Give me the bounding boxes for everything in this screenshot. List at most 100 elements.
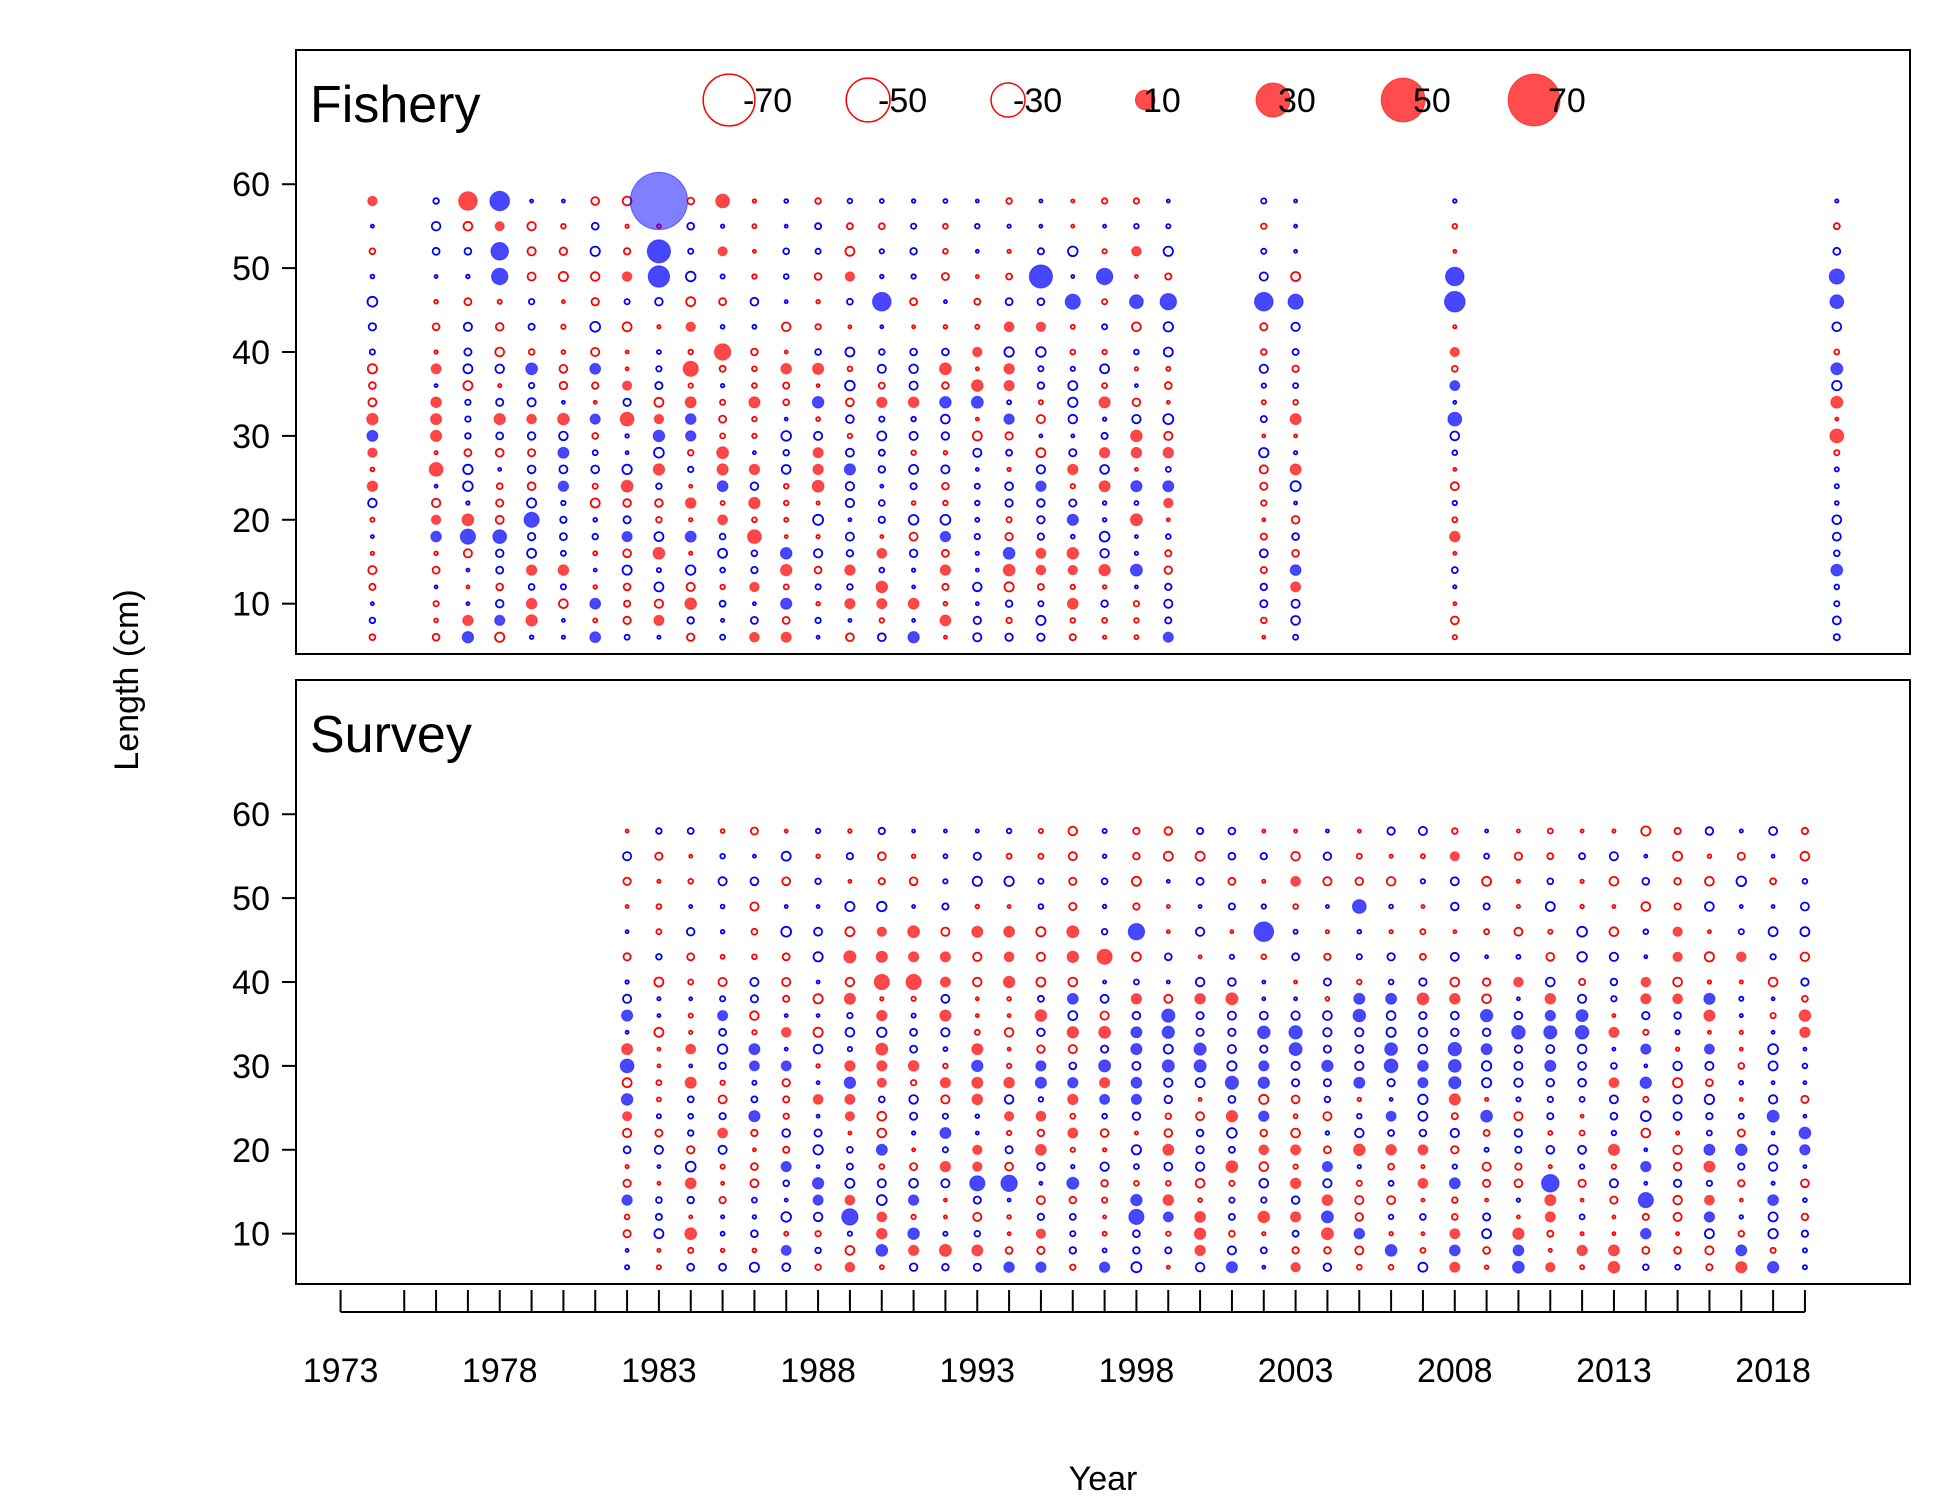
residual-bubble (1035, 951, 1046, 962)
residual-bubble (1448, 1244, 1461, 1257)
residual-bubble (780, 1161, 792, 1173)
residual-bubble (462, 463, 474, 475)
residual-bubble (939, 614, 952, 627)
residual-bubble (1130, 429, 1143, 443)
residual-bubble (1611, 828, 1617, 834)
residual-bubble (749, 876, 760, 887)
residual-bubble (1101, 197, 1109, 205)
residual-bubble (972, 951, 983, 962)
residual-bubble (1798, 1009, 1812, 1022)
residual-bubble (1004, 498, 1014, 508)
residual-bubble (369, 601, 375, 607)
residual-bubble (1513, 1061, 1524, 1071)
residual-bubble (1036, 632, 1046, 642)
residual-bubble (942, 1230, 949, 1237)
residual-bubble (1640, 901, 1652, 912)
residual-bubble (1068, 1195, 1077, 1205)
residual-bubble (1546, 877, 1555, 886)
residual-bubble (1576, 925, 1588, 938)
residual-bubble (1545, 1044, 1556, 1054)
residual-bubble (1035, 926, 1047, 938)
residual-bubble (622, 397, 632, 407)
residual-bubble (847, 324, 853, 330)
residual-bubble (1418, 977, 1428, 987)
residual-bubble (782, 1145, 791, 1154)
residual-bubble (749, 481, 760, 491)
residual-bubble (1100, 1179, 1109, 1188)
residual-bubble (1004, 531, 1014, 542)
residual-bubble (941, 1146, 949, 1154)
residual-bubble (1006, 996, 1012, 1002)
residual-bubble (1705, 1112, 1714, 1121)
residual-bubble (1229, 929, 1235, 935)
residual-bubble (1194, 976, 1206, 988)
residual-bubble (1165, 1180, 1172, 1187)
residual-bubble (1005, 1062, 1013, 1070)
residual-bubble (1194, 1244, 1206, 1257)
residual-bubble (780, 1060, 792, 1072)
residual-bubble (1450, 1112, 1459, 1121)
residual-bubble (1737, 1162, 1746, 1171)
residual-bubble (1673, 827, 1682, 836)
residual-bubble (1290, 271, 1301, 282)
residual-bubble (1322, 1111, 1333, 1122)
residual-bubble (1163, 1161, 1174, 1172)
residual-bubble (558, 430, 569, 442)
residual-bubble (621, 531, 633, 543)
residual-bubble (653, 531, 665, 542)
residual-bubble (909, 482, 918, 491)
residual-bubble (812, 447, 824, 459)
residual-bubble (1003, 1094, 1015, 1105)
residual-bubble (1323, 1145, 1332, 1155)
residual-bubble (1800, 1178, 1810, 1189)
residual-bubble (1445, 266, 1465, 287)
residual-bubble (1036, 297, 1046, 307)
residual-bubble (1770, 904, 1776, 909)
residual-bubble (811, 396, 825, 409)
residual-bubble (782, 994, 791, 1003)
residual-bubble (1451, 499, 1458, 507)
residual-bubble (1325, 904, 1330, 909)
residual-bubble (1290, 1211, 1302, 1223)
residual-bubble (624, 929, 630, 935)
residual-bubble (974, 248, 980, 254)
residual-bubble (1449, 1261, 1461, 1273)
residual-bubble (494, 363, 505, 375)
residual-bubble (1067, 1010, 1079, 1021)
residual-bubble (1290, 1144, 1302, 1156)
residual-bubble (1450, 566, 1459, 574)
residual-bubble (1387, 978, 1395, 986)
residual-bubble (1640, 976, 1652, 988)
residual-bubble (1481, 875, 1492, 887)
residual-bubble (1287, 293, 1304, 310)
residual-bubble (1195, 926, 1206, 937)
residual-bubble (908, 363, 919, 375)
residual-bubble (688, 1214, 694, 1220)
residual-bubble (782, 247, 790, 256)
residual-bubble (717, 514, 728, 526)
residual-bubble (1101, 903, 1108, 910)
residual-bubble (872, 291, 892, 312)
residual-bubble (1290, 515, 1301, 525)
residual-bubble (910, 449, 917, 456)
residual-bubble (876, 1127, 888, 1139)
residual-bubble (1322, 1044, 1332, 1054)
residual-bubble (686, 1095, 695, 1104)
residual-bubble (941, 1262, 950, 1272)
residual-bubble (716, 446, 729, 460)
residual-bubble (1161, 1059, 1175, 1073)
residual-bubble (1101, 1112, 1108, 1120)
residual-bubble (430, 413, 443, 426)
residual-bubble (1226, 1044, 1237, 1055)
residual-bubble (684, 597, 698, 611)
residual-bubble (622, 498, 632, 508)
residual-bubble (655, 1079, 663, 1087)
residual-bubble (654, 381, 664, 391)
residual-bubble (654, 297, 664, 307)
residual-bubble (1609, 1111, 1619, 1121)
residual-bubble (1067, 564, 1079, 576)
residual-bubble (1452, 399, 1458, 405)
residual-bubble (972, 346, 983, 358)
residual-bubble (847, 1130, 853, 1136)
residual-bubble (1037, 828, 1044, 835)
